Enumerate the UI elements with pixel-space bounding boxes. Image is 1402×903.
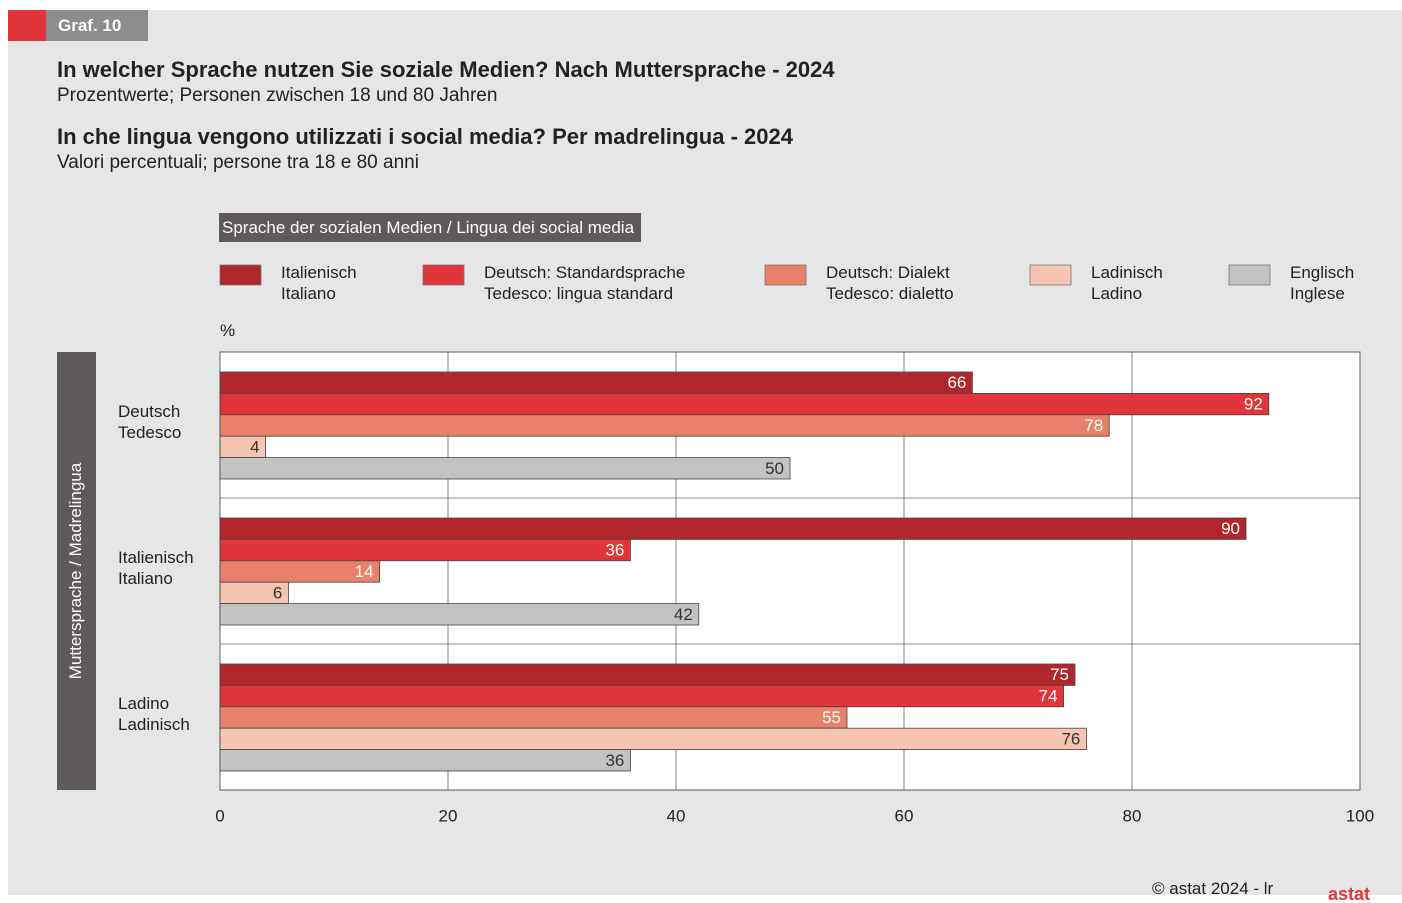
x-tick-label: 60	[895, 806, 914, 825]
badge: Graf. 10	[46, 10, 148, 41]
bar	[219, 457, 791, 480]
bar	[219, 663, 1076, 686]
value-label: 78	[1084, 416, 1103, 435]
legend-swatch	[422, 264, 465, 286]
subtitle: Valori percentuali; persone tra 18 e 80 …	[57, 152, 419, 173]
legend-label: Deutsch: Standardsprache Tedesco: lingua…	[484, 263, 686, 303]
value-label: 76	[1061, 729, 1080, 748]
legend-label: Italienisch Italiano	[281, 263, 357, 303]
legend-label: Ladinisch Ladino	[1091, 263, 1163, 303]
legend-swatch	[1228, 264, 1271, 286]
value-label: 75	[1050, 665, 1069, 684]
bar	[219, 392, 1270, 416]
value-label: 90	[1221, 519, 1240, 538]
value-label: 36	[605, 541, 624, 560]
logo: astat	[1328, 886, 1371, 903]
value-label: 55	[822, 708, 841, 727]
legend-swatch	[1029, 264, 1072, 286]
bar	[219, 517, 1247, 540]
title: In che lingua vengono utilizzati i socia…	[57, 124, 793, 149]
legend-label: Deutsch: Dialekt Tedesco: dialetto	[826, 263, 954, 303]
value-label: 6	[273, 583, 282, 602]
value-label: 66	[947, 373, 966, 392]
x-tick-label: 0	[215, 806, 224, 825]
legend-swatch	[219, 264, 262, 286]
bar	[219, 371, 973, 394]
bar	[219, 685, 1064, 708]
category-label: Deutsch Tedesco	[118, 402, 182, 442]
legend-label: Englisch Inglese	[1290, 263, 1355, 303]
bar	[219, 603, 700, 626]
unit-label: %	[220, 321, 236, 340]
category-label: Ladino Ladinisch	[118, 694, 190, 734]
bar	[219, 560, 381, 583]
x-tick-label: 20	[439, 806, 458, 825]
bar	[219, 749, 631, 772]
badge-accent	[8, 10, 46, 41]
value-label: 42	[674, 605, 693, 624]
bar	[219, 414, 1110, 437]
title: In welcher Sprache nutzen Sie soziale Me…	[57, 57, 835, 82]
y-axis-box	[57, 352, 96, 790]
value-label: 4	[250, 437, 259, 456]
copyright: © astat 2024 - lr	[1152, 879, 1274, 898]
value-label: 36	[605, 751, 624, 770]
value-label: 74	[1039, 687, 1058, 706]
subtitle: Prozentwerte; Personen zwischen 18 und 8…	[57, 85, 498, 106]
bar	[219, 539, 631, 562]
x-tick-label: 40	[667, 806, 686, 825]
category-label: Italienisch Italiano	[118, 548, 194, 588]
value-label: 50	[765, 459, 784, 478]
bar	[219, 727, 1087, 751]
legend-title: Sprache der sozialen Medien / Lingua dei…	[219, 213, 642, 242]
x-tick-label: 100	[1346, 806, 1374, 825]
value-label: 92	[1244, 395, 1263, 414]
bar	[219, 706, 848, 729]
legend-swatch	[764, 264, 807, 286]
x-tick-label: 80	[1123, 806, 1142, 825]
value-label: 14	[355, 562, 374, 581]
